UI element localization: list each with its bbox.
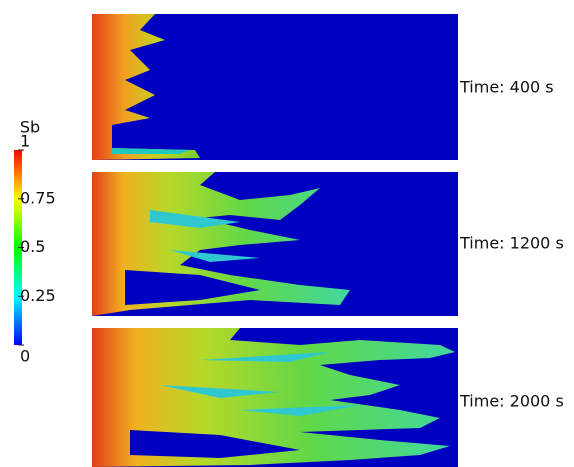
panel-label: Time: 400 s [459, 78, 554, 97]
panel [92, 328, 458, 467]
colorbar-title: Sb [20, 118, 40, 137]
tick-label: 0 [20, 347, 30, 366]
tick-label: 0.75 [20, 188, 56, 207]
tick-label: 1 [20, 132, 30, 151]
panel-label: Time: 1200 s [459, 234, 564, 253]
colorbar-ticks: 0 0.25 0.5 0.75 1 [18, 132, 56, 366]
tick-label: 0.5 [20, 237, 45, 256]
panel-label: Time: 2000 s [459, 392, 564, 411]
panel [92, 172, 458, 316]
tick-label: 0.25 [20, 286, 56, 305]
panel [92, 14, 458, 160]
